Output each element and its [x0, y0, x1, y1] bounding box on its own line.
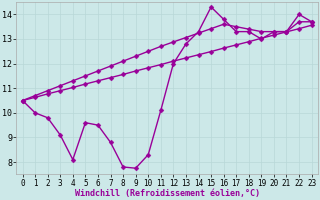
X-axis label: Windchill (Refroidissement éolien,°C): Windchill (Refroidissement éolien,°C)	[75, 189, 260, 198]
